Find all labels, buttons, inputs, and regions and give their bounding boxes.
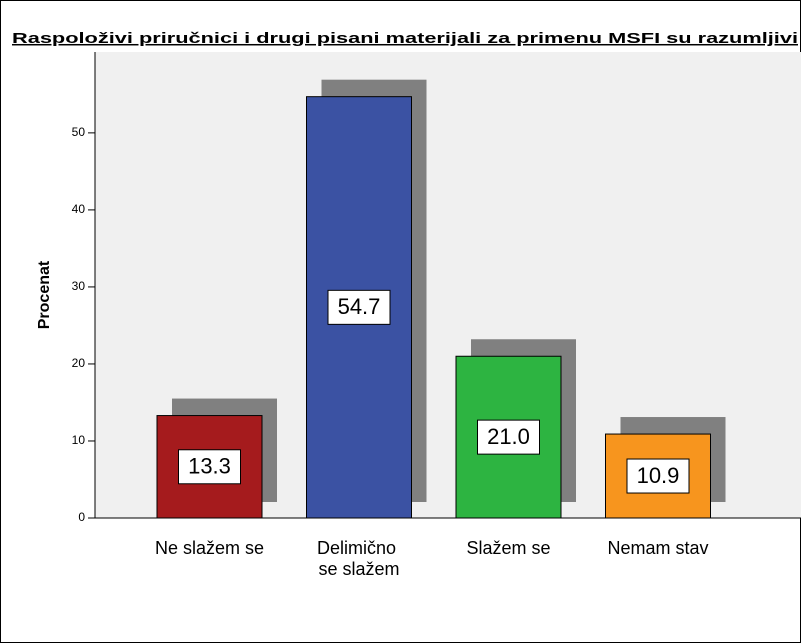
value-label: 54.7 <box>338 294 381 319</box>
value-label-box <box>477 419 540 455</box>
x-tick-label-line: se slažem <box>318 559 399 579</box>
y-tick-label: 40 <box>72 202 86 216</box>
chart-title: Raspoloživi priručnici i drugi pisani ma… <box>12 30 798 47</box>
x-tick-label: Delimično se slažem <box>317 538 401 579</box>
x-tick-label: Slažem se <box>466 538 550 558</box>
value-label: 21.0 <box>487 424 530 449</box>
x-tick-label: Nemam stav <box>607 538 708 558</box>
value-label: 10.9 <box>637 463 680 488</box>
y-axis-label: Procenat <box>36 260 53 329</box>
x-tick-label: Ne slažem se <box>155 538 264 558</box>
value-label-box <box>327 289 391 325</box>
y-tick-label: 20 <box>72 356 86 370</box>
x-tick-label-line: Delimično <box>317 538 401 558</box>
y-tick-label: 10 <box>72 433 86 447</box>
value-label-box <box>178 449 241 485</box>
y-tick-label: 0 <box>78 510 85 524</box>
y-tick-label: 50 <box>72 125 86 139</box>
y-tick-label: 30 <box>72 279 86 293</box>
value-label: 13.3 <box>188 454 231 479</box>
value-label-box <box>626 458 690 494</box>
